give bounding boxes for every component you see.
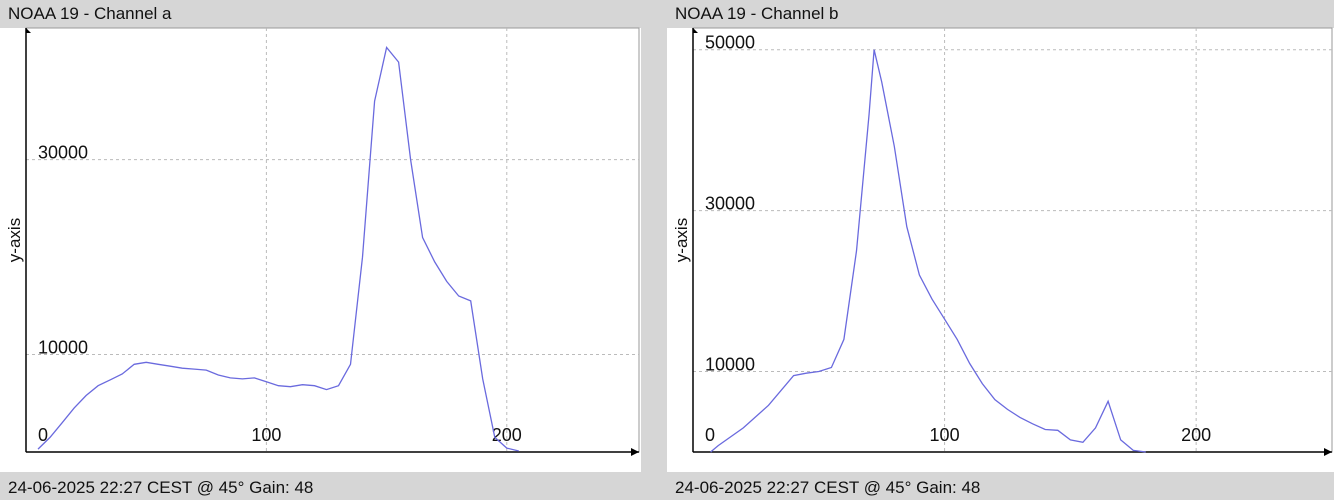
x-arrow (1324, 448, 1332, 456)
x-arrow (631, 448, 639, 456)
y-tick-label: 10000 (38, 338, 88, 358)
data-line (37, 46, 519, 452)
y-arrow (693, 28, 698, 33)
panel: NOAA 19 - Channel a 24-06-2025 22:27 CEST… (0, 4, 641, 497)
y-axis-label: y-axis (5, 218, 24, 262)
panel-bg (0, 28, 641, 472)
y-arrow (26, 28, 31, 33)
panel-bg (667, 28, 1334, 472)
data-line (710, 49, 1146, 453)
y-axis-label: y-axis (672, 218, 691, 262)
panel-footer: 24-06-2025 22:27 CEST @ 45° Gain: 48 (675, 478, 980, 497)
x-tick-label: 100 (251, 425, 281, 445)
x-tick-label: 0 (705, 425, 715, 445)
panel: NOAA 19 - Channel b 24-06-2025 22:27 CEST… (667, 4, 1334, 497)
y-tick-label: 10000 (705, 355, 755, 375)
panel-title: NOAA 19 - Channel b (675, 4, 838, 23)
y-tick-label: 50000 (705, 33, 755, 53)
panel-footer: 24-06-2025 22:27 CEST @ 45° Gain: 48 (8, 478, 313, 497)
x-tick-label: 200 (1181, 425, 1211, 445)
x-tick-label: 0 (38, 425, 48, 445)
x-tick-label: 200 (492, 425, 522, 445)
y-tick-label: 30000 (705, 194, 755, 214)
y-tick-label: 30000 (38, 143, 88, 163)
x-tick-label: 100 (930, 425, 960, 445)
panel-title: NOAA 19 - Channel a (8, 4, 172, 23)
